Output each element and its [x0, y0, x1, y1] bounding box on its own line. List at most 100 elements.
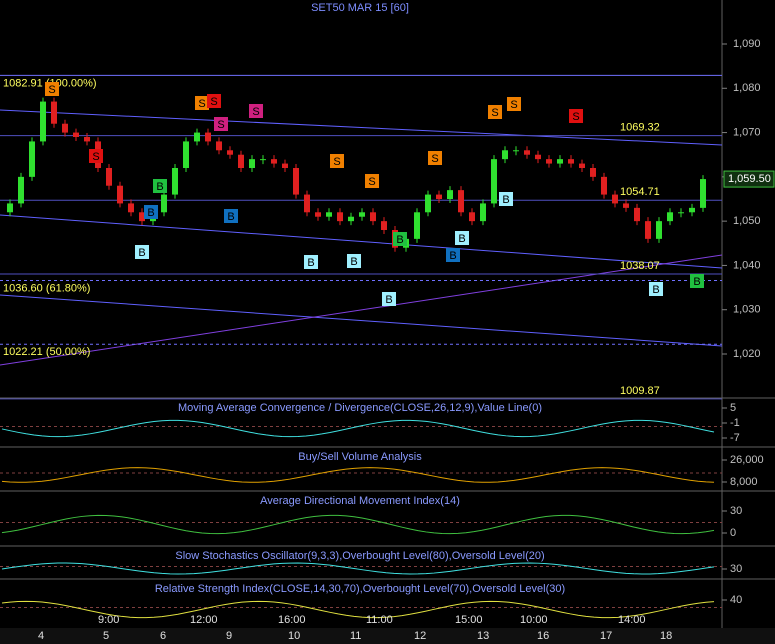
candle: [579, 163, 585, 169]
signal-marker: [393, 232, 407, 246]
signal-marker: [446, 248, 460, 262]
signal-marker: [382, 292, 396, 306]
candle: [513, 150, 519, 152]
candle: [656, 221, 662, 239]
candle: [18, 176, 24, 204]
signal-label: S: [48, 84, 55, 96]
chart-title: SET50 MAR 15 [60]: [311, 2, 409, 14]
signal-marker: [455, 231, 469, 245]
indicator-line: [1, 562, 715, 575]
candle: [194, 132, 200, 142]
y-tick-label: 0: [730, 527, 736, 539]
last-price-box: [723, 170, 775, 188]
y-tick-label: 1,030: [733, 304, 761, 316]
signal-label: B: [147, 207, 154, 219]
signal-label: S: [368, 176, 375, 188]
x-tick-label: 6: [160, 630, 166, 642]
trend-line: [0, 254, 723, 366]
candle: [414, 212, 420, 239]
signal-label: S: [491, 107, 498, 119]
candle: [227, 150, 233, 155]
signal-marker: [499, 192, 513, 206]
x-tick-label: 16: [537, 630, 549, 642]
candle: [183, 141, 189, 169]
candle: [436, 194, 442, 200]
candle: [326, 212, 332, 217]
candle: [678, 212, 684, 214]
candle: [249, 159, 255, 169]
candle: [590, 168, 596, 177]
candle: [315, 212, 321, 217]
candle: [7, 203, 13, 213]
x-tick-label: 12:00: [190, 614, 218, 626]
x-tick-label: 16:00: [278, 614, 306, 626]
candle: [535, 154, 541, 160]
x-tick-label: 11:00: [366, 614, 393, 626]
candle: [458, 190, 464, 213]
x-tick-label: 10:00: [520, 614, 548, 626]
candle: [62, 123, 68, 133]
candle: [282, 163, 288, 169]
level-label: 1022.21 (50.00%): [3, 346, 90, 358]
candle: [524, 150, 530, 155]
level-label: 1069.32: [620, 121, 660, 133]
x-tick-label: 18: [660, 630, 672, 642]
candle: [425, 194, 431, 213]
signal-label: B: [396, 234, 403, 246]
signal-marker: [207, 94, 221, 108]
signal-label: B: [350, 256, 357, 268]
x-tick-label: 9:00: [98, 614, 119, 626]
signal-marker: [347, 254, 361, 268]
y-tick-label: 1,040: [733, 259, 761, 271]
signal-label: S: [572, 111, 579, 123]
candle: [689, 207, 695, 213]
candle: [293, 168, 299, 195]
signal-marker: [507, 97, 521, 111]
signal-label: S: [217, 119, 224, 131]
signal-marker: [195, 96, 209, 110]
x-tick-label: 5: [103, 630, 109, 642]
candle: [73, 132, 79, 138]
trend-line: [0, 109, 723, 146]
candle: [238, 154, 244, 169]
candle: [106, 168, 112, 186]
signal-label: S: [252, 106, 259, 118]
candle: [304, 194, 310, 213]
trend-line: [0, 294, 723, 347]
candle: [172, 168, 178, 195]
signal-label: S: [333, 156, 340, 168]
y-tick-label: 1,050: [733, 215, 761, 227]
candle: [546, 159, 552, 164]
last-price-label: 1,059.50: [728, 173, 771, 185]
candle: [623, 203, 629, 208]
candle: [337, 212, 343, 222]
signal-label: S: [510, 99, 517, 111]
panel-title: Buy/Sell Volume Analysis: [298, 451, 422, 463]
signal-label: B: [502, 194, 509, 206]
candle: [667, 212, 673, 222]
x-tick-label: 15:00: [455, 614, 483, 626]
signal-marker: [135, 245, 149, 259]
y-tick-label: 26,000: [730, 454, 764, 466]
y-tick-label: 1,020: [733, 348, 761, 360]
signal-marker: [224, 209, 238, 223]
candle: [216, 141, 222, 151]
candle: [502, 150, 508, 160]
x-tick-label: 14:00: [618, 614, 646, 626]
signal-marker: [249, 104, 263, 118]
y-tick-label: 40: [730, 594, 742, 606]
candle: [612, 194, 618, 204]
signal-marker: [304, 255, 318, 269]
candle: [700, 179, 706, 208]
candle: [370, 212, 376, 222]
candle: [568, 159, 574, 164]
signal-marker: [214, 117, 228, 131]
y-tick-label: 30: [730, 505, 742, 517]
candle: [359, 212, 365, 217]
candle: [117, 185, 123, 204]
x-tick-label: 11: [350, 630, 361, 642]
indicator-line: [1, 514, 715, 535]
candle: [260, 159, 266, 161]
x-tick-label: 9: [226, 630, 232, 642]
